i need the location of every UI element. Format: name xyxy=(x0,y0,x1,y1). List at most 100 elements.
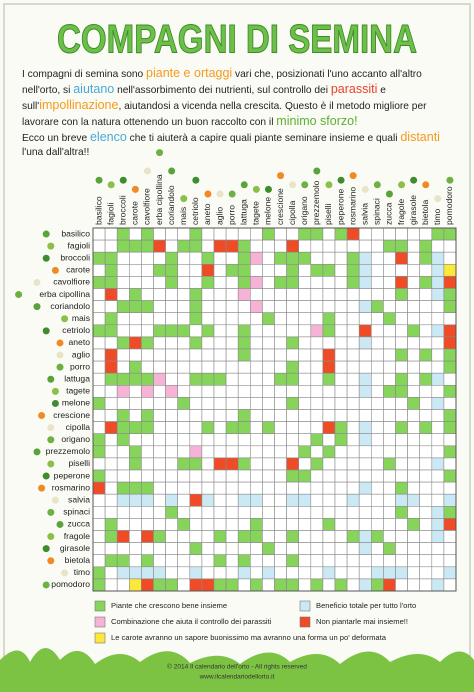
grid-cell xyxy=(370,312,384,326)
row-label: basilico xyxy=(61,228,90,238)
grid-cell xyxy=(383,276,396,289)
grid-cell xyxy=(431,251,445,265)
grid-cell xyxy=(201,384,215,398)
grid-cell xyxy=(201,324,215,338)
grid-cell xyxy=(189,505,203,519)
grid-cell xyxy=(92,288,106,301)
grid-cell xyxy=(358,227,372,241)
grid-cell xyxy=(201,518,215,531)
grid-cell xyxy=(395,566,408,580)
grid-cell xyxy=(177,239,191,253)
grid-cell xyxy=(116,481,130,495)
row-label: cetriolo xyxy=(62,325,90,335)
grid-cell xyxy=(116,469,130,483)
grid-cell xyxy=(92,263,106,277)
grid-cell xyxy=(395,239,408,253)
grid-cell xyxy=(334,421,348,435)
grid-cell xyxy=(225,445,239,459)
grid-cell xyxy=(177,288,191,301)
grid-cell xyxy=(274,348,287,362)
grid-cell xyxy=(407,542,421,555)
plant-icon xyxy=(51,496,59,504)
grid-cell xyxy=(250,481,263,495)
grid-cell xyxy=(262,493,275,507)
grid-cell xyxy=(129,566,142,580)
grid-cell xyxy=(419,372,433,386)
grid-cell xyxy=(250,384,263,398)
grid-cell xyxy=(370,566,384,580)
grid-cell xyxy=(213,288,227,301)
grid-cell xyxy=(201,397,215,410)
grid-cell xyxy=(334,445,348,459)
highlight: elenco xyxy=(89,130,127,144)
grid-cell xyxy=(286,505,300,519)
grid-cell xyxy=(419,481,433,495)
grid-cell xyxy=(395,433,408,447)
grid-cell xyxy=(358,542,372,555)
grid-cell xyxy=(370,445,384,459)
grid-cell xyxy=(262,384,275,398)
plant-icon xyxy=(240,181,248,189)
grid-cell xyxy=(92,433,106,447)
row-label: broccoli xyxy=(60,253,90,263)
grid-cell xyxy=(274,542,287,555)
grid-cell xyxy=(383,566,396,580)
grid-cell xyxy=(213,457,227,471)
row-label: porro xyxy=(70,361,90,371)
row-label: origano xyxy=(61,434,90,444)
grid-cell xyxy=(443,481,457,495)
grid-cell xyxy=(370,372,384,386)
grid-cell xyxy=(322,300,336,314)
plant-icon xyxy=(38,484,46,492)
grid-cell xyxy=(358,348,372,362)
grid-cell xyxy=(322,397,336,410)
grid-cell xyxy=(141,397,154,410)
grid-cell xyxy=(334,251,348,265)
grid-cell xyxy=(250,312,263,326)
grid-cell xyxy=(431,493,445,507)
grid-cell xyxy=(116,493,130,507)
grid-cell xyxy=(431,300,445,314)
grid-cell xyxy=(395,457,408,471)
grid-cell xyxy=(419,288,433,301)
grid-cell xyxy=(358,312,372,326)
grid-cell xyxy=(395,360,408,374)
grid-cell xyxy=(153,469,166,483)
grid-cell xyxy=(165,481,179,495)
grid-cell xyxy=(225,493,239,507)
grid-cell xyxy=(358,578,372,592)
row-label: aglio xyxy=(72,349,90,359)
grid-cell xyxy=(358,505,372,519)
grid-cell xyxy=(225,505,239,519)
column-label: lattuga xyxy=(239,199,249,225)
grid-cell xyxy=(274,578,287,592)
grid-cell xyxy=(346,263,360,277)
plant-icon xyxy=(337,176,345,184)
grid-cell xyxy=(262,276,275,289)
grid-cell xyxy=(274,518,287,531)
grid-cell xyxy=(443,505,457,519)
grid-cell xyxy=(419,312,433,326)
grid-cell xyxy=(141,505,154,519)
copyright: © 2014 Il calendario dell'orto - All rig… xyxy=(167,663,307,671)
grid-cell xyxy=(250,276,263,289)
grid-cell xyxy=(213,348,227,362)
plant-icon xyxy=(47,424,55,432)
grid-cell xyxy=(407,433,421,447)
grid-cell xyxy=(262,288,275,301)
grid-cell xyxy=(165,397,179,410)
grid-cell xyxy=(407,578,421,592)
grid-cell xyxy=(346,336,360,350)
grid-cell xyxy=(177,276,191,289)
grid-cell xyxy=(262,251,275,265)
row-label: fagioli xyxy=(68,240,91,250)
grid-cell xyxy=(189,251,203,265)
grid-cell xyxy=(129,421,142,435)
grid-cell xyxy=(274,360,287,374)
grid-cell xyxy=(395,409,408,422)
grid-cell xyxy=(165,263,179,277)
grid-cell xyxy=(298,554,312,568)
grid-cell xyxy=(322,239,336,253)
grid-cell xyxy=(213,505,227,519)
grid-cell xyxy=(201,372,215,386)
